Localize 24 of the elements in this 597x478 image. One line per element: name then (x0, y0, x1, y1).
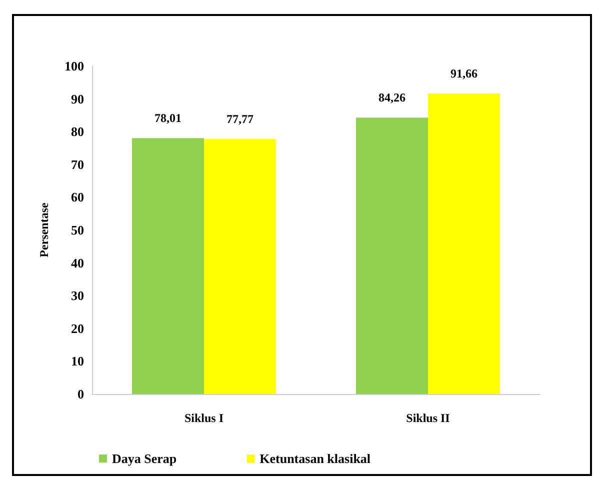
bar (132, 138, 204, 394)
y-tick-label: 40 (71, 255, 84, 270)
bar (356, 118, 428, 394)
legend-label: Daya Serap (112, 451, 177, 466)
data-label: 77,77 (226, 112, 254, 126)
x-tick-label: Siklus I (184, 411, 224, 425)
y-tick-label: 90 (71, 91, 84, 106)
y-tick-label: 30 (71, 288, 84, 304)
y-tick-label: 10 (71, 354, 84, 369)
y-tick-label: 50 (71, 222, 84, 238)
y-tick-label: 80 (71, 124, 84, 140)
y-tick-label: 20 (71, 320, 84, 336)
y-axis-title: Persentase (37, 202, 51, 258)
y-tick-label: 60 (71, 190, 84, 205)
y-tick-label: 70 (71, 156, 84, 172)
legend-label: Ketuntasan klasikal (260, 451, 371, 466)
bar (204, 138, 276, 394)
data-label: 91,66 (450, 66, 478, 80)
x-tick-label: Siklus II (406, 411, 450, 425)
y-tick-label: 100 (64, 58, 84, 74)
data-label: 84,26 (378, 90, 406, 105)
bar (428, 93, 500, 394)
data-label: 78,01 (154, 111, 182, 126)
y-tick-label: 0 (78, 386, 84, 402)
